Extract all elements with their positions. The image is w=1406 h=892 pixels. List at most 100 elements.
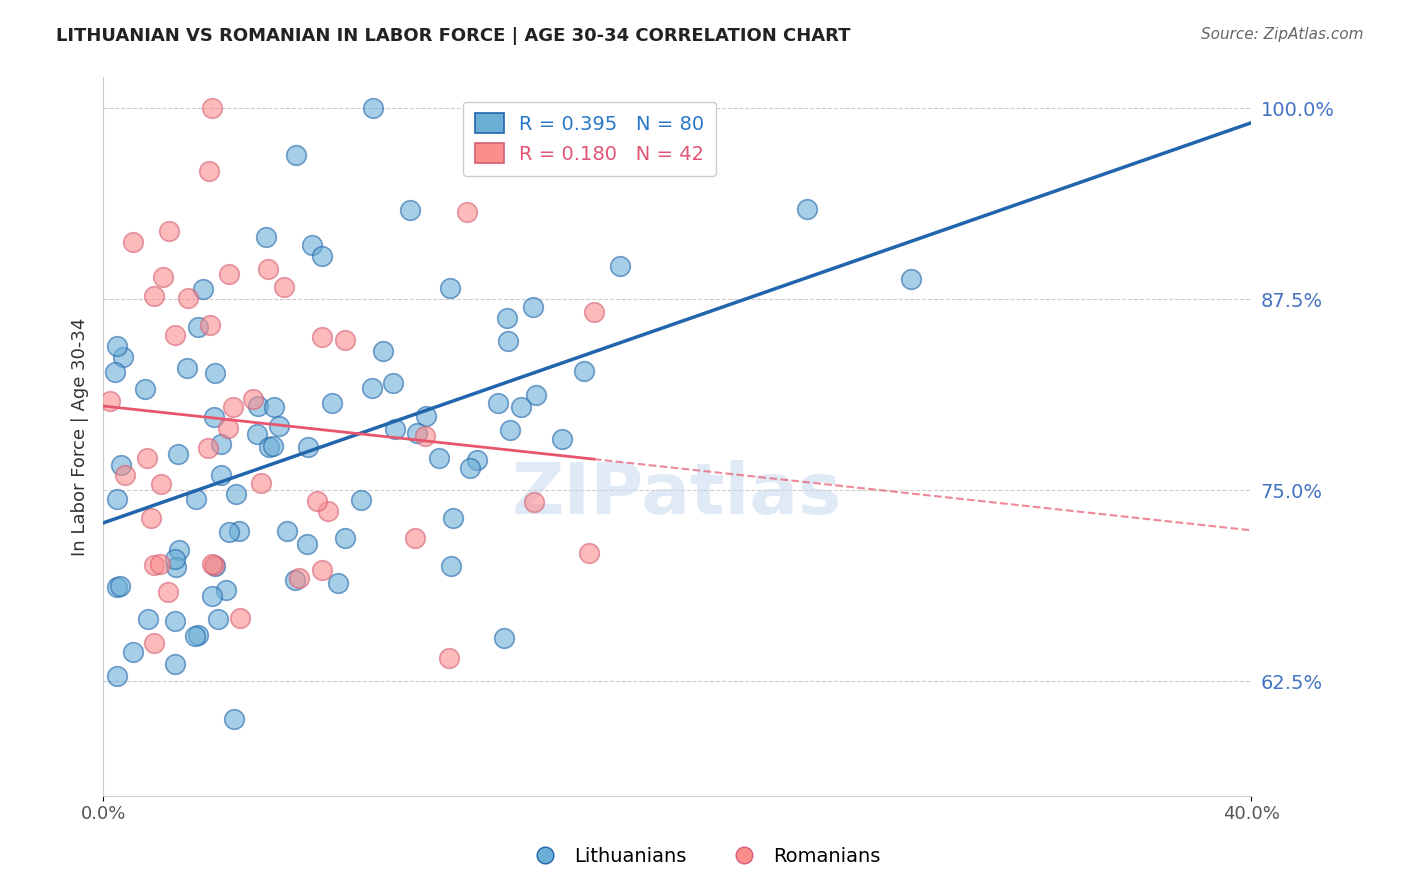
Point <box>350 493 373 508</box>
Point <box>458 460 481 475</box>
Point <box>163 614 186 628</box>
Point <box>284 573 307 587</box>
Point <box>361 101 384 115</box>
Point <box>201 101 224 115</box>
Point <box>157 224 180 238</box>
Point <box>496 311 519 326</box>
Point <box>105 580 128 594</box>
Point <box>110 458 132 472</box>
Point <box>405 426 427 441</box>
Point <box>229 611 252 625</box>
Y-axis label: In Labor Force | Age 30-34: In Labor Force | Age 30-34 <box>72 318 89 556</box>
Point <box>142 289 165 303</box>
Legend: Lithuanians, Romanians: Lithuanians, Romanians <box>517 838 889 873</box>
Point <box>326 575 349 590</box>
Point <box>111 350 134 364</box>
Point <box>247 399 270 413</box>
Point <box>404 531 426 545</box>
Point <box>207 612 229 626</box>
Point <box>215 582 238 597</box>
Point <box>98 394 121 409</box>
Point <box>165 551 187 566</box>
Point <box>187 628 209 642</box>
Point <box>204 559 226 574</box>
Point <box>305 494 328 508</box>
Point <box>499 423 522 437</box>
Point <box>288 571 311 585</box>
Legend: R = 0.395   N = 80, R = 0.180   N = 42: R = 0.395 N = 80, R = 0.180 N = 42 <box>463 102 716 176</box>
Point <box>105 339 128 353</box>
Point <box>522 300 544 314</box>
Point <box>209 468 232 483</box>
Point <box>254 230 277 244</box>
Point <box>276 524 298 538</box>
Point <box>371 343 394 358</box>
Point <box>582 305 605 319</box>
Point <box>149 557 172 571</box>
Point <box>311 330 333 344</box>
Point <box>165 560 187 574</box>
Point <box>257 440 280 454</box>
Point <box>200 318 222 332</box>
Point <box>318 504 340 518</box>
Point <box>197 163 219 178</box>
Point <box>456 205 478 219</box>
Point <box>136 612 159 626</box>
Point <box>167 542 190 557</box>
Point <box>142 558 165 572</box>
Point <box>165 657 187 672</box>
Point <box>202 409 225 424</box>
Point <box>285 148 308 162</box>
Point <box>222 400 245 414</box>
Point <box>311 563 333 577</box>
Point <box>225 486 247 500</box>
Point <box>228 524 250 539</box>
Point <box>572 364 595 378</box>
Point <box>262 439 284 453</box>
Point <box>295 537 318 551</box>
Point <box>186 491 208 506</box>
Text: ZIPatlas: ZIPatlas <box>512 459 842 529</box>
Point <box>187 320 209 334</box>
Point <box>122 645 145 659</box>
Point <box>224 712 246 726</box>
Point <box>301 238 323 252</box>
Point <box>437 651 460 665</box>
Point <box>139 511 162 525</box>
Point <box>157 584 180 599</box>
Point <box>136 450 159 465</box>
Point <box>246 427 269 442</box>
Point <box>242 392 264 407</box>
Point <box>384 422 406 436</box>
Point <box>193 282 215 296</box>
Point <box>398 203 420 218</box>
Point <box>311 249 333 263</box>
Point <box>523 495 546 509</box>
Point <box>217 421 239 435</box>
Point <box>415 429 437 443</box>
Point <box>167 446 190 460</box>
Point <box>465 452 488 467</box>
Point <box>578 546 600 560</box>
Point <box>149 477 172 491</box>
Point <box>176 361 198 376</box>
Point <box>201 558 224 572</box>
Point <box>105 669 128 683</box>
Point <box>440 559 463 574</box>
Point <box>201 589 224 603</box>
Point <box>441 511 464 525</box>
Point <box>900 272 922 286</box>
Point <box>510 400 533 414</box>
Point <box>494 632 516 646</box>
Point <box>551 432 574 446</box>
Point <box>427 451 450 466</box>
Point <box>335 333 357 347</box>
Point <box>415 409 437 424</box>
Point <box>204 558 226 572</box>
Point <box>257 261 280 276</box>
Point <box>165 328 187 343</box>
Point <box>609 259 631 273</box>
Point <box>263 400 285 414</box>
Point <box>218 268 240 282</box>
Point <box>134 382 156 396</box>
